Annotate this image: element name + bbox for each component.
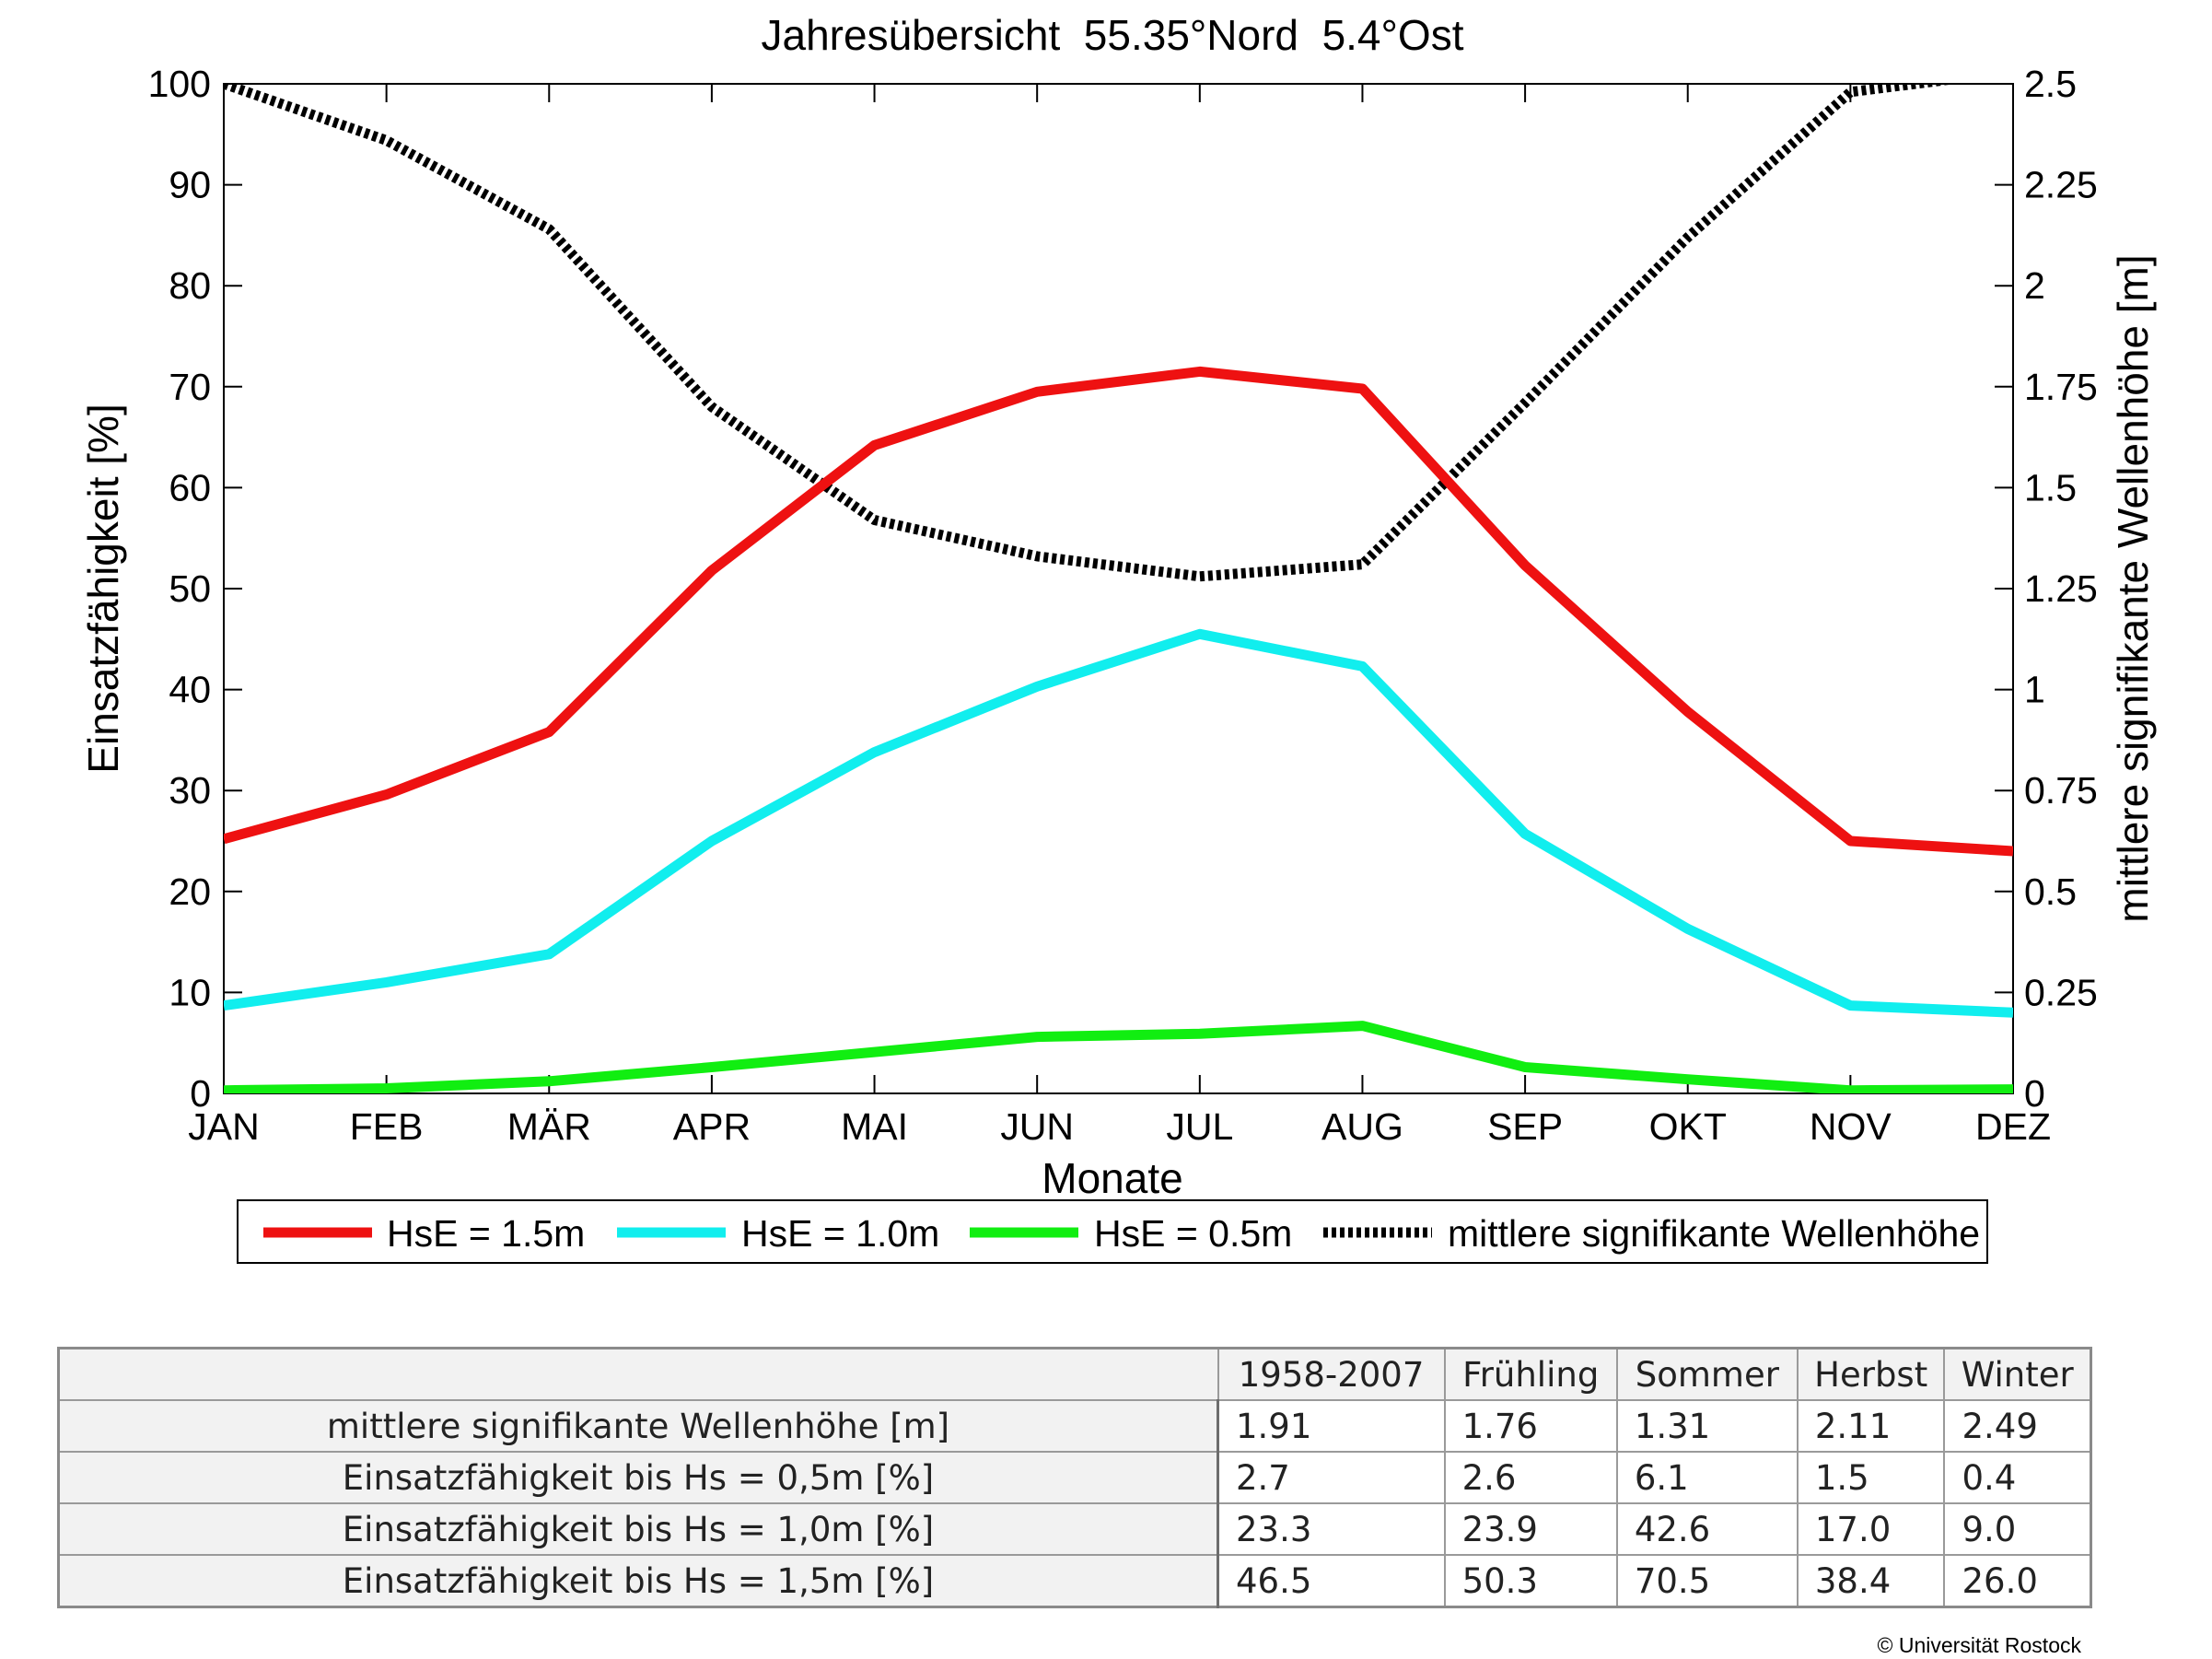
x-tick-label: SEP xyxy=(1487,1105,1563,1148)
y-right-tick-label: 2.25 xyxy=(2024,164,2098,206)
x-tick-label: JUN xyxy=(1000,1105,1074,1148)
x-tick-label: JUL xyxy=(1166,1105,1233,1148)
copyright-notice: © Universität Rostock xyxy=(1877,1633,2081,1657)
legend-label: HsE = 0.5m xyxy=(1094,1212,1292,1255)
legend-label: mittlere signifikante Wellenhöhe xyxy=(1448,1212,1980,1255)
y-left-tick-label: 50 xyxy=(169,567,211,610)
table-cell: 1.5 xyxy=(1796,1451,1946,1504)
x-tick-label: NOV xyxy=(1810,1105,1892,1148)
series-line-1 xyxy=(224,628,2013,1018)
series-line-0 xyxy=(224,366,2013,857)
y-left-tick-label: 20 xyxy=(169,870,211,913)
y-right-tick-label: 0.25 xyxy=(2024,971,2098,1013)
y-right-tick-labels: 0 0.25 0.5 0.75 1 1.25 1.5 1.75 2 2.25 2.5 xyxy=(2024,63,2098,1115)
x-tick-label: AUG xyxy=(1321,1105,1403,1148)
table-header-row: 1958-2007 Frühling Sommer Herbst Winter xyxy=(57,1347,2092,1401)
series-line-3 xyxy=(224,84,1957,582)
table-corner-cell xyxy=(57,1347,1219,1401)
legend-label: HsE = 1.0m xyxy=(741,1212,939,1255)
x-axis-label: Monate xyxy=(1042,1154,1182,1202)
table-cell: 1.91 xyxy=(1217,1399,1446,1453)
x-tick-label: OKT xyxy=(1649,1105,1727,1148)
legend-label: HsE = 1.5m xyxy=(387,1212,585,1255)
table-header-cell: Frühling xyxy=(1443,1347,1618,1401)
legend: HsE = 1.5m HsE = 1.0m HsE = 0.5m mittlere s… xyxy=(263,1212,1980,1255)
chart-title: Jahresübersicht 55.35°Nord 5.4°Ost xyxy=(762,11,1464,59)
table-cell: 46.5 xyxy=(1217,1554,1446,1608)
row-label: Einsatzfähigkeit bis Hs = 0,5m [%] xyxy=(57,1451,1219,1504)
table-cell: 42.6 xyxy=(1615,1502,1799,1556)
table-row: mittlere signifikante Wellenhöhe [m] 1.9… xyxy=(57,1399,2092,1453)
summary-table: 1958-2007 Frühling Sommer Herbst Winter … xyxy=(57,1347,2092,1608)
table-cell: 2.11 xyxy=(1796,1399,1946,1453)
y-left-tick-label: 40 xyxy=(169,669,211,711)
table-cell: 1.31 xyxy=(1615,1399,1799,1453)
row-label: Einsatzfähigkeit bis Hs = 1,5m [%] xyxy=(57,1554,1219,1608)
row-label: Einsatzfähigkeit bis Hs = 1,0m [%] xyxy=(57,1502,1219,1556)
table-row: Einsatzfähigkeit bis Hs = 1,5m [%] 46.5 … xyxy=(57,1554,2092,1608)
x-tick-label: APR xyxy=(673,1105,751,1148)
table-cell: 0.4 xyxy=(1943,1451,2092,1504)
table-cell: 38.4 xyxy=(1796,1554,1946,1608)
legend-box xyxy=(237,1199,1988,1264)
table-cell: 17.0 xyxy=(1796,1502,1946,1556)
table-header-cell: 1958-2007 xyxy=(1217,1347,1446,1401)
y-right-axis-label: mittlere signifikante Wellenhöhe [m] xyxy=(2109,254,2157,922)
series-line-2 xyxy=(224,1021,2013,1093)
y-right-tick-label: 0.5 xyxy=(2024,870,2077,913)
table-cell: 2.49 xyxy=(1943,1399,2092,1453)
row-label: mittlere signifikante Wellenhöhe [m] xyxy=(57,1399,1219,1453)
table-row: Einsatzfähigkeit bis Hs = 1,0m [%] 23.3 … xyxy=(57,1502,2092,1556)
table-cell: 1.76 xyxy=(1443,1399,1618,1453)
series-lines xyxy=(224,84,2013,1093)
table-cell: 50.3 xyxy=(1443,1554,1618,1608)
y-right-tick-label: 1.25 xyxy=(2024,567,2098,610)
y-right-tick-label: 2.5 xyxy=(2024,63,2077,105)
y-left-tick-label: 60 xyxy=(169,466,211,508)
y-left-axis-label: Einsatzfähigkeit [%] xyxy=(79,403,127,773)
x-tick-label: MAI xyxy=(841,1105,908,1148)
table-cell: 2.7 xyxy=(1217,1451,1446,1504)
x-tick-label: JAN xyxy=(188,1105,259,1148)
y-left-tick-label: 10 xyxy=(169,971,211,1013)
y-left-tick-label: 70 xyxy=(169,366,211,408)
y-right-tick-label: 1.75 xyxy=(2024,366,2098,408)
table-cell: 23.9 xyxy=(1443,1502,1618,1556)
x-tick-label: MÄR xyxy=(507,1105,591,1148)
table-cell: 23.3 xyxy=(1217,1502,1446,1556)
y-left-tick-label: 80 xyxy=(169,264,211,307)
table-cell: 26.0 xyxy=(1943,1554,2092,1608)
chart: Jahresübersicht 55.35°Nord 5.4°Ost JAN FE… xyxy=(79,11,2157,1264)
y-left-tick-label: 90 xyxy=(169,164,211,206)
table-cell: 2.6 xyxy=(1443,1451,1618,1504)
x-tick-label: FEB xyxy=(350,1105,424,1148)
y-left-tick-label: 30 xyxy=(169,769,211,812)
y-right-tick-label: 1 xyxy=(2024,669,2045,711)
table-cell: 9.0 xyxy=(1943,1502,2092,1556)
x-tick-labels: JAN FEB MÄR APR MAI JUN JUL AUG SEP OKT NOV DEZ xyxy=(188,1105,2051,1148)
y-left-tick-label: 0 xyxy=(190,1072,211,1115)
table-header-cell: Sommer xyxy=(1615,1347,1799,1401)
x-tick-label: DEZ xyxy=(1975,1105,2051,1148)
y-right-tick-label: 0.75 xyxy=(2024,769,2098,812)
y-right-tick-label: 1.5 xyxy=(2024,466,2077,508)
y-left-tick-labels: 0 10 20 30 40 50 60 70 80 90 100 xyxy=(148,63,211,1115)
table-cell: 70.5 xyxy=(1615,1554,1799,1608)
plot-area xyxy=(223,83,2014,1094)
table-header-cell: Winter xyxy=(1943,1347,2092,1401)
table-header-cell: Herbst xyxy=(1796,1347,1946,1401)
y-right-tick-label: 2 xyxy=(2024,264,2045,307)
y-right-tick-label: 0 xyxy=(2024,1072,2045,1115)
table-cell: 6.1 xyxy=(1615,1451,1799,1504)
y-left-tick-label: 100 xyxy=(148,63,211,105)
table-row: Einsatzfähigkeit bis Hs = 0,5m [%] 2.7 2… xyxy=(57,1451,2092,1504)
